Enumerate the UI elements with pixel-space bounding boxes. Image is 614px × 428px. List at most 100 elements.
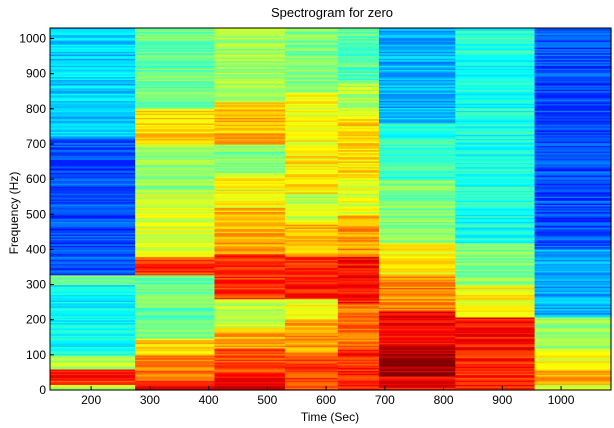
spectrogram-cell <box>50 270 136 273</box>
spectrogram-cell <box>214 155 286 158</box>
spectrogram-cell <box>455 343 536 346</box>
spectrogram-cell <box>378 280 456 283</box>
spectrogram-cell <box>534 139 612 142</box>
spectrogram-cell <box>214 122 286 125</box>
spectrogram-cell <box>135 103 216 106</box>
spectrogram-cell <box>214 219 286 222</box>
spectrogram-cell <box>284 193 339 196</box>
spectrogram-cell <box>284 155 339 158</box>
spectrogram-cell <box>135 148 216 151</box>
spectrogram-cell <box>214 387 286 390</box>
spectrogram-cell <box>284 128 339 131</box>
spectrogram-cell <box>135 120 216 123</box>
spectrogram-cell <box>378 108 456 111</box>
spectrogram-cell <box>50 68 136 71</box>
spectrogram-cell <box>284 384 339 387</box>
spectrogram-cell <box>378 114 456 117</box>
spectrogram-cell <box>455 86 536 89</box>
spectrogram-cell <box>284 208 339 211</box>
spectrogram-cell <box>214 281 286 284</box>
spectrogram-cell <box>135 357 216 360</box>
spectrogram-cell <box>284 207 339 210</box>
spectrogram-cell <box>284 323 339 326</box>
spectrogram-cell <box>50 61 136 64</box>
spectrogram-cell <box>284 291 339 294</box>
spectrogram-cell <box>337 52 380 55</box>
spectrogram-cell <box>284 375 339 378</box>
spectrogram-cell <box>534 44 612 47</box>
spectrogram-cell <box>337 301 380 304</box>
spectrogram-cell <box>534 231 612 234</box>
y-tick-label: 700 <box>26 137 46 151</box>
spectrogram-cell <box>337 45 380 48</box>
spectrogram-cell <box>284 370 339 373</box>
spectrogram-cell <box>337 368 380 371</box>
spectrogram-cell <box>455 188 536 191</box>
spectrogram-cell <box>455 236 536 239</box>
spectrogram-cell <box>337 55 380 58</box>
spectrogram-cell <box>50 49 136 52</box>
spectrogram-cell <box>378 329 456 332</box>
spectrogram-cell <box>455 196 536 199</box>
spectrogram-cell <box>50 205 136 208</box>
spectrogram-cell <box>337 364 380 367</box>
spectrogram-cell <box>214 91 286 94</box>
spectrogram-cell <box>455 104 536 107</box>
spectrogram-cell <box>378 285 456 288</box>
spectrogram-cell <box>337 311 380 314</box>
spectrogram-cell <box>455 264 536 267</box>
spectrogram-cell <box>455 75 536 78</box>
spectrogram-cell <box>50 318 136 321</box>
spectrogram-cell <box>534 236 612 239</box>
spectrogram-cell <box>337 132 380 135</box>
spectrogram-cell <box>534 308 612 311</box>
spectrogram-cell <box>214 65 286 68</box>
spectrogram-cell <box>284 332 339 335</box>
spectrogram-cell <box>378 346 456 349</box>
spectrogram-cell <box>50 142 136 145</box>
spectrogram-cell <box>50 156 136 159</box>
spectrogram-cell <box>534 94 612 97</box>
spectrogram-cell <box>378 68 456 71</box>
spectrogram-cell <box>284 245 339 248</box>
spectrogram-cell <box>534 301 612 304</box>
spectrogram-cell <box>284 224 339 227</box>
spectrogram-cell <box>455 117 536 120</box>
spectrogram-cell <box>284 259 339 262</box>
spectrogram-cell <box>337 73 380 76</box>
spectrogram-cell <box>214 374 286 377</box>
spectrogram-cell <box>455 271 536 274</box>
spectrogram-cell <box>50 260 136 263</box>
spectrogram-cell <box>135 172 216 175</box>
spectrogram-cell <box>214 368 286 371</box>
spectrogram-cell <box>455 84 536 87</box>
spectrogram-cell <box>534 180 612 183</box>
time-frame-3 <box>284 28 339 391</box>
spectrogram-cell <box>214 314 286 317</box>
spectrogram-cell <box>455 48 536 51</box>
spectrogram-cell <box>378 77 456 80</box>
spectrogram-cell <box>135 249 216 252</box>
spectrogram-cell <box>135 343 216 346</box>
spectrogram-cell <box>455 177 536 180</box>
spectrogram-cell <box>50 233 136 236</box>
spectrogram-cell <box>214 249 286 252</box>
spectrogram-cell <box>455 314 536 317</box>
spectrogram-cell <box>284 56 339 59</box>
spectrogram-cell <box>214 323 286 326</box>
spectrogram-cell <box>135 370 216 373</box>
spectrogram-cell <box>214 214 286 217</box>
spectrogram-cell <box>214 285 286 288</box>
spectrogram-cell <box>214 228 286 231</box>
spectrogram-cell <box>337 354 380 357</box>
spectrogram-cell <box>135 146 216 149</box>
spectrogram-cell <box>455 31 536 34</box>
spectrogram-cell <box>214 77 286 80</box>
spectrogram-cell <box>214 104 286 107</box>
spectrogram-cell <box>337 79 380 82</box>
spectrogram-cell <box>534 267 612 270</box>
spectrogram-cell <box>534 248 612 251</box>
spectrogram-cell <box>50 211 136 214</box>
spectrogram-cell <box>534 184 612 187</box>
